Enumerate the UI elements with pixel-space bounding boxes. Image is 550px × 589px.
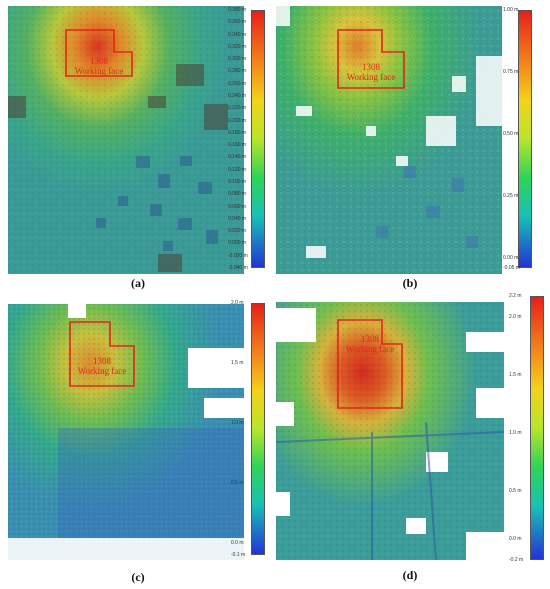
colorbar-tick: -0.040 m: [228, 265, 248, 271]
colorbar-tick: 1.00 m: [503, 7, 519, 13]
colorbar-tick: 2.0 m: [509, 314, 522, 321]
colorbar-tick: 0.060 m: [228, 203, 247, 210]
colorbar-tick: -0.2 m: [509, 557, 524, 563]
colorbar-tick: 2.2 m: [509, 293, 522, 299]
colorbar-tick: 0.320 m: [228, 43, 247, 50]
working-face-number-b: 1308: [362, 62, 380, 72]
colorbar-tick: 0.220 m: [228, 105, 247, 112]
colorbar-b: [518, 10, 532, 268]
colorbar-tick: 0.120 m: [228, 166, 247, 173]
colorbar-tick: 0.0 m: [231, 539, 244, 546]
colorbar-tick: 2.0 m: [231, 300, 244, 306]
colorbar-ticks-b: 1.00 m 0.75 m 0.50 m 0.25 m 0.00 m -0.05…: [503, 7, 520, 271]
colorbar-tick: 0.040 m: [228, 215, 247, 222]
working-face-label-c: 1308 Working face: [70, 356, 134, 376]
colorbar-tick: 0.75 m: [503, 68, 519, 75]
colorbar-tick: -0.05 m: [503, 265, 520, 271]
colorbar-tick: 1.5 m: [231, 359, 244, 366]
colorbar-tick: 1.5 m: [509, 372, 522, 379]
colorbar-d: [530, 296, 544, 560]
colorbar-tick: -0.1 m: [231, 552, 246, 558]
colorbar-tick: 0.340 m: [228, 31, 247, 38]
working-face-number-a: 1308: [90, 56, 108, 66]
colorbar-tick: 0.25 m: [503, 192, 519, 199]
working-face-label-a: 1308 Working face: [66, 56, 132, 76]
working-face-label-d: 1308 Working face: [338, 334, 402, 354]
caption-c: (c): [131, 570, 145, 584]
colorbar-ticks-a: 0.380 m 0.360 m 0.340 m 0.320 m 0.300 m …: [228, 7, 250, 271]
colorbar-tick: 0.140 m: [228, 154, 247, 161]
colorbar-a: [251, 10, 265, 268]
deformation-map-d: 1308 Working face: [276, 292, 504, 560]
colorbar-tick: 0.180 m: [228, 129, 247, 136]
colorbar-tick: 0.380 m: [228, 7, 247, 13]
colorbar-tick: 0.080 m: [228, 191, 247, 198]
caption-b: (b): [402, 276, 418, 290]
colorbar-tick: 0.280 m: [228, 68, 247, 75]
colorbar-tick: 0.360 m: [228, 19, 247, 26]
colorbar-tick: 0.50 m: [503, 130, 519, 137]
colorbar-ticks-c: 2.0 m 1.5 m 1.0 m 0.5 m 0.0 m -0.1 m: [231, 300, 251, 558]
deformation-map-a: 1308 Working face: [8, 6, 244, 274]
caption-a: (a): [131, 276, 145, 290]
working-face-label-b: 1308 Working face: [338, 62, 404, 82]
deformation-map-c: 1308 Working face: [8, 298, 244, 560]
colorbar-tick: 0.020 m: [228, 228, 247, 235]
deformation-map-b: 1308 Working face: [276, 6, 502, 274]
working-face-number-d: 1308: [361, 334, 379, 344]
colorbar-tick: 1.0 m: [231, 419, 244, 426]
colorbar-tick: 0.000 m: [228, 240, 247, 247]
colorbar-tick: 1.0 m: [509, 430, 522, 437]
colorbar-tick: 0.300 m: [228, 56, 247, 63]
colorbar-tick: 0.5 m: [231, 479, 244, 486]
colorbar-c: [251, 303, 265, 555]
colorbar-ticks-d: 2.2 m 2.0 m 1.5 m 1.0 m 0.5 m 0.0 m -0.2…: [509, 293, 529, 563]
colorbar-tick: 0.200 m: [228, 117, 247, 124]
working-face-text-b: Working face: [346, 72, 396, 82]
colorbar-tick: 0.0 m: [509, 535, 522, 542]
colorbar-tick: 0.00 m: [503, 254, 519, 261]
working-face-number-c: 1308: [93, 356, 111, 366]
working-face-text-d: Working face: [345, 344, 395, 354]
working-face-text-a: Working face: [74, 66, 124, 76]
colorbar-tick: 0.240 m: [228, 92, 247, 99]
colorbar-tick: 0.5 m: [509, 488, 522, 495]
colorbar-tick: -0.020 m: [228, 252, 248, 259]
colorbar-tick: 0.100 m: [228, 179, 247, 185]
colorbar-tick: 0.260 m: [228, 80, 247, 87]
working-face-text-c: Working face: [77, 366, 127, 376]
caption-d: (d): [402, 568, 418, 582]
colorbar-tick: 0.160 m: [228, 142, 247, 149]
